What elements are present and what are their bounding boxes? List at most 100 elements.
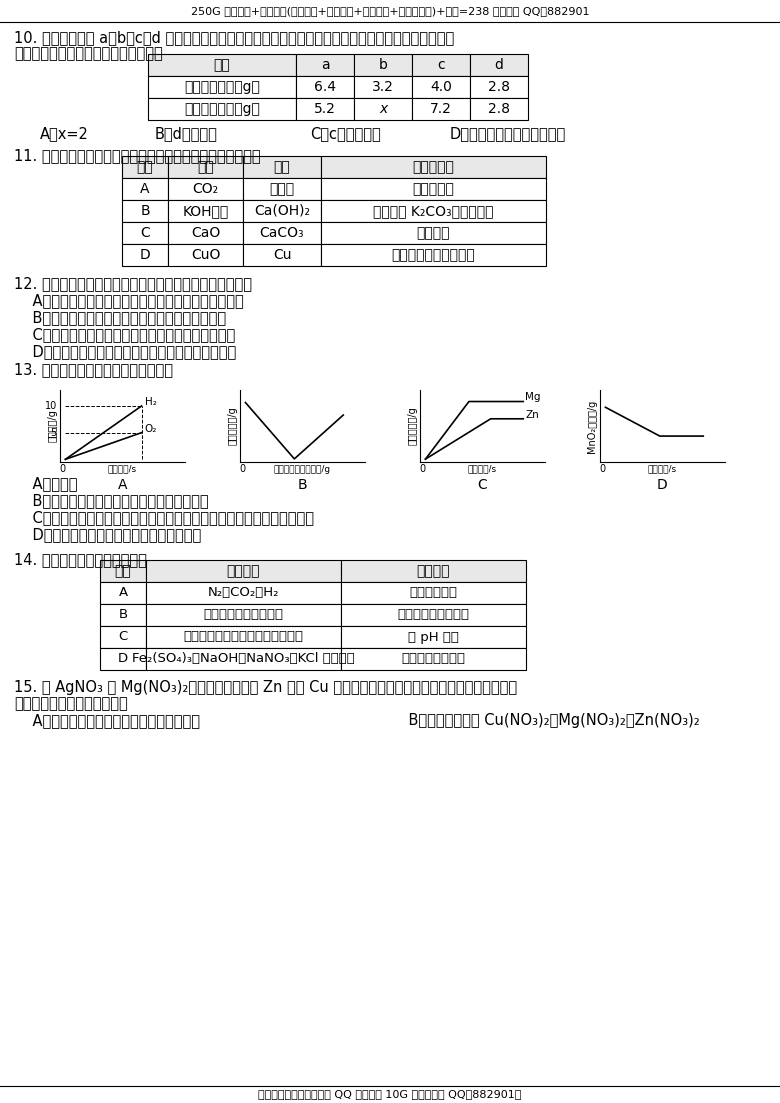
Text: B．滤液中一定有 Cu(NO₃)₂、Mg(NO₃)₂、Zn(NO₃)₂: B．滤液中一定有 Cu(NO₃)₂、Mg(NO₃)₂、Zn(NO₃)₂ (390, 713, 700, 728)
Y-axis label: MnO₂的质量/g: MnO₂的质量/g (587, 399, 597, 452)
Bar (412, 98, 470, 120)
Bar (296, 54, 354, 76)
Bar (168, 178, 243, 200)
Bar (146, 627, 341, 647)
Text: Zn: Zn (526, 409, 539, 419)
Bar (321, 156, 546, 178)
Text: 鉴别物质: 鉴别物质 (227, 564, 261, 578)
Text: H₂: H₂ (145, 397, 157, 407)
Text: N₂、CO₂、H₂: N₂、CO₂、H₂ (207, 587, 279, 600)
Text: B．小苏打治疗胃酸过多，因为小苏打能中和盐酸: B．小苏打治疗胃酸过多，因为小苏打能中和盐酸 (14, 310, 226, 325)
Text: 加热石灰研磨闻气味: 加热石灰研磨闻气味 (398, 609, 470, 621)
Text: 物质: 物质 (214, 58, 230, 72)
Bar (243, 200, 321, 222)
Bar (122, 156, 168, 178)
Bar (148, 54, 296, 76)
Text: 10: 10 (44, 401, 57, 411)
Bar (168, 200, 243, 222)
Text: D．用氯酸钾和二氧化锰混合加热制取氧气: D．用氯酸钾和二氧化锰混合加热制取氧气 (14, 527, 201, 542)
Text: 反应后的质量（g）: 反应后的质量（g） (184, 101, 260, 116)
Bar (100, 647, 146, 670)
Bar (146, 560, 341, 582)
Text: 实验方案: 实验方案 (417, 564, 450, 578)
Text: x: x (379, 101, 387, 116)
Bar (100, 627, 146, 647)
Text: 于该滤渣和滤液说法正确的是: 于该滤渣和滤液说法正确的是 (14, 696, 128, 711)
Text: 0: 0 (599, 463, 605, 473)
Bar (243, 156, 321, 178)
Text: 加入适量稀硫酸，过滤: 加入适量稀硫酸，过滤 (392, 248, 475, 263)
Text: 用 pH 试纸: 用 pH 试纸 (408, 631, 459, 643)
Text: C．铁粉作食品保鲜剂，因为铁粉能与氧气和水反应: C．铁粉作食品保鲜剂，因为铁粉能与氧气和水反应 (14, 326, 236, 342)
Text: CaO: CaO (191, 226, 220, 240)
Text: C: C (119, 631, 128, 643)
Text: 10. 把一定质量的 a、b、c、d 四种物质放入一密闭容器中，在一定条件下反应一段时间后，测得反应后各: 10. 把一定质量的 a、b、c、d 四种物质放入一密闭容器中，在一定条件下反应… (14, 30, 454, 45)
Text: C．向两份等质量、相同质量分数的稀硫酸中，分别不断加入镁粉和锌粉: C．向两份等质量、相同质量分数的稀硫酸中，分别不断加入镁粉和锌粉 (14, 510, 314, 525)
Bar (122, 244, 168, 266)
Text: B．向一定量稀硫酸中不断加入氢氧化钡溶液: B．向一定量稀硫酸中不断加入氢氧化钡溶液 (14, 493, 208, 508)
Text: D: D (657, 479, 668, 492)
Text: A: A (118, 479, 127, 492)
Text: 3.2: 3.2 (372, 81, 394, 94)
Bar (321, 200, 546, 222)
Text: 一盘在手，备课无忧！加 QQ 免费领取 10G 资源。联系 QQ：882901。: 一盘在手，备课无忧！加 QQ 免费领取 10G 资源。联系 QQ：882901。 (258, 1089, 522, 1099)
Text: KOH溶液: KOH溶液 (183, 204, 229, 218)
Bar (168, 222, 243, 244)
Bar (412, 54, 470, 76)
Text: 反应前的质量（g）: 反应前的质量（g） (184, 81, 260, 94)
Text: A．向滤渣中加入稀盐酸，可能有气泡产生: A．向滤渣中加入稀盐酸，可能有气泡产生 (14, 713, 200, 728)
Bar (146, 604, 341, 627)
X-axis label: 反应时间/s: 反应时间/s (468, 464, 497, 474)
Y-axis label: 氢气的质量/g: 氢气的质量/g (407, 407, 417, 446)
Text: CaCO₃: CaCO₃ (260, 226, 304, 240)
Bar (100, 604, 146, 627)
Text: 选项: 选项 (115, 564, 131, 578)
Bar (168, 244, 243, 266)
Y-axis label: 气体质量/g: 气体质量/g (48, 409, 57, 442)
Text: A．纸签着火用水浇灭，因为水能降低可燃物的着火点: A．纸签着火用水浇灭，因为水能降低可燃物的着火点 (14, 293, 243, 308)
Text: b: b (378, 58, 388, 72)
X-axis label: 反应时间/s: 反应时间/s (108, 464, 137, 474)
Text: C: C (140, 226, 150, 240)
Bar (470, 76, 528, 98)
Text: 15. 向 AgNO₃ 和 Mg(NO₃)₂溶液中加入一定量 Zn 粉和 Cu 粉，充分反应后过滤，得到滤渣和蓝色滤液。关: 15. 向 AgNO₃ 和 Mg(NO₃)₂溶液中加入一定量 Zn 粉和 Cu … (14, 681, 517, 695)
Text: A．x=2: A．x=2 (40, 126, 89, 141)
Text: CuO: CuO (191, 248, 220, 263)
Text: Cu: Cu (273, 248, 291, 263)
Text: a: a (321, 58, 329, 72)
Bar (243, 222, 321, 244)
Text: B: B (298, 479, 307, 492)
Text: 7.2: 7.2 (430, 101, 452, 116)
X-axis label: 加氢氧化钡溶液质量/g: 加氢氧化钡溶液质量/g (274, 464, 331, 474)
Text: Mg: Mg (526, 393, 541, 403)
Bar (354, 54, 412, 76)
Text: D: D (140, 248, 151, 263)
X-axis label: 反应时间/s: 反应时间/s (648, 464, 677, 474)
Text: A: A (140, 182, 150, 196)
Bar (470, 98, 528, 120)
Text: 6.4: 6.4 (314, 81, 336, 94)
Bar (122, 200, 168, 222)
Bar (341, 604, 526, 627)
Text: 通过碱石灰: 通过碱石灰 (413, 182, 455, 196)
Text: 12. 根据你的化学知识和生活经验判断，下列说法正确的是: 12. 根据你的化学知识和生活经验判断，下列说法正确的是 (14, 276, 252, 291)
Bar (412, 76, 470, 98)
Text: 250G 移动硬盘+教学资源(新课同步+中考备考+实验视频+优质课视频)+邮资=238 元，联系 QQ：882901: 250G 移动硬盘+教学资源(新课同步+中考备考+实验视频+优质课视频)+邮资=… (191, 6, 589, 17)
Bar (148, 76, 296, 98)
Bar (341, 582, 526, 604)
Bar (168, 156, 243, 178)
Text: 稀盐酸、碳酸钠溶液、氯化钠溶液: 稀盐酸、碳酸钠溶液、氯化钠溶液 (183, 631, 303, 643)
Text: B: B (140, 204, 150, 218)
Text: 高温煅烧: 高温煅烧 (417, 226, 450, 240)
Text: 2.8: 2.8 (488, 81, 510, 94)
Text: D．反应前后原子的数目不变: D．反应前后原子的数目不变 (450, 126, 566, 141)
Text: 0: 0 (239, 464, 245, 474)
Text: C．c不是化合物: C．c不是化合物 (310, 126, 381, 141)
Y-axis label: 溶质的质量/g: 溶质的质量/g (227, 407, 237, 446)
Text: 0: 0 (59, 463, 66, 473)
Bar (341, 647, 526, 670)
Text: 试剂和方法: 试剂和方法 (413, 160, 455, 174)
Text: 水蒸气: 水蒸气 (269, 182, 295, 196)
Bar (122, 178, 168, 200)
Bar (146, 582, 341, 604)
